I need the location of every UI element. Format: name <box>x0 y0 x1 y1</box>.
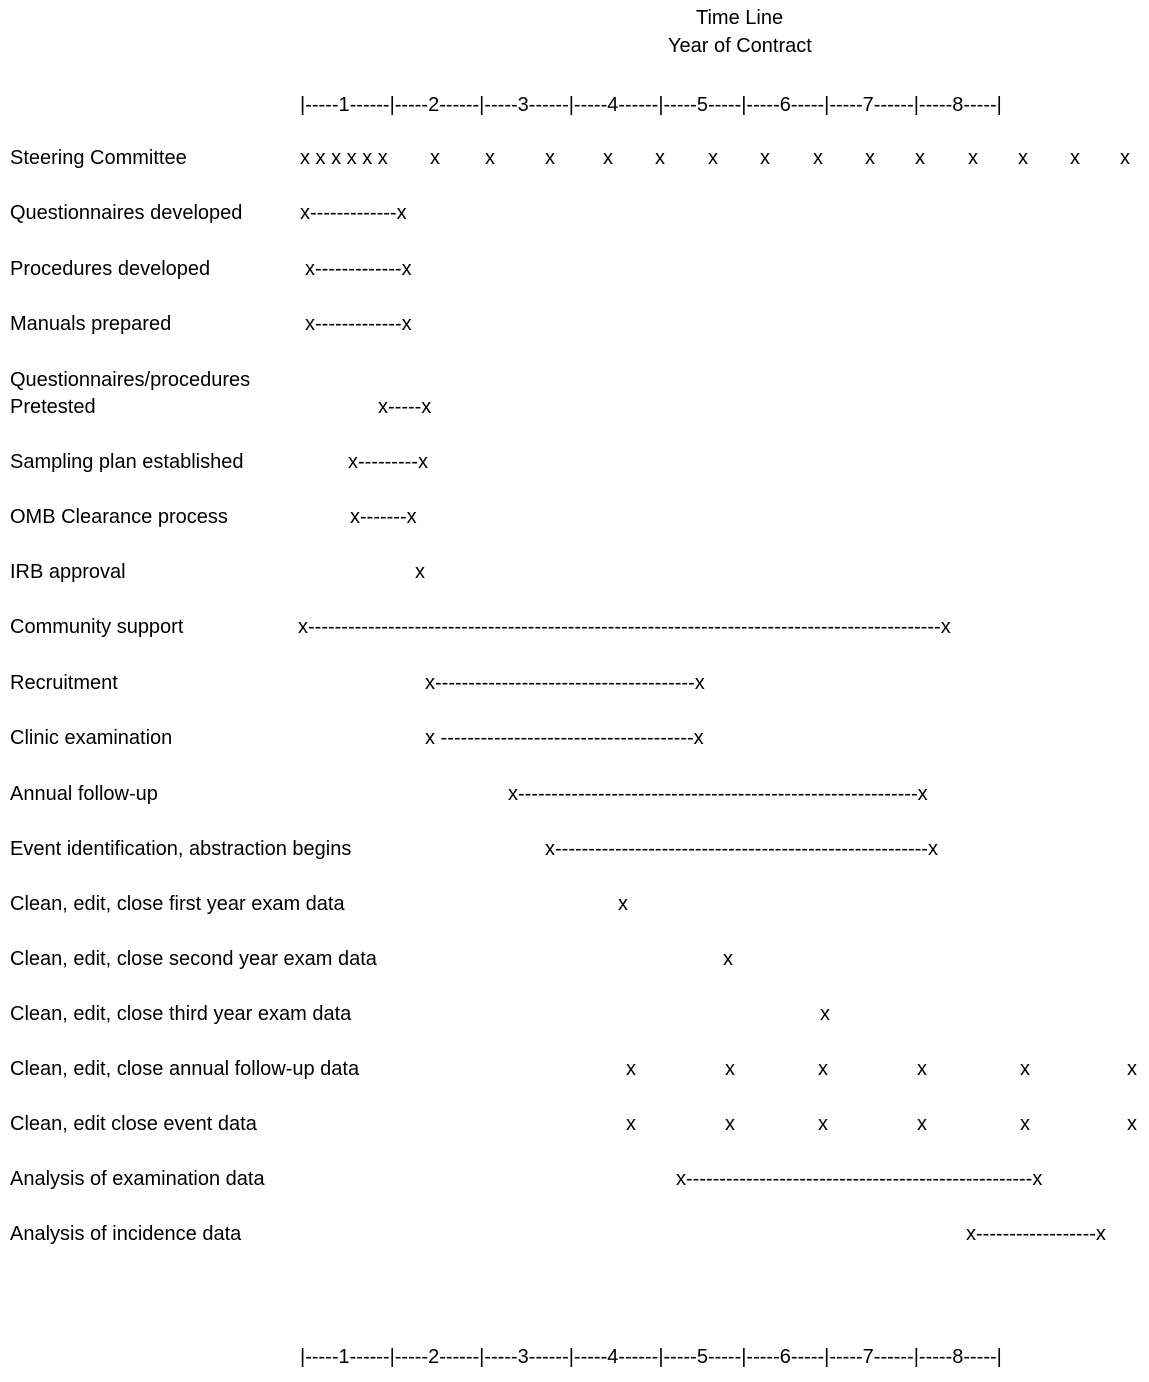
timeline-mark: x x x x x x <box>300 147 388 169</box>
row-label: Manuals prepared <box>10 313 172 335</box>
timeline-mark: x <box>626 1113 636 1135</box>
timeline-mark: x --------------------------------------… <box>425 727 704 749</box>
timeline-mark: x <box>626 1058 636 1080</box>
timeline-mark: x <box>818 1058 828 1080</box>
timeline-mark: x-------x <box>350 506 417 528</box>
timeline-mark: x <box>820 1003 830 1025</box>
row-label: Recruitment <box>10 672 118 694</box>
timeline-mark: x------------------x <box>966 1223 1106 1245</box>
timeline-mark: x <box>1018 147 1028 169</box>
timeline-mark: x <box>968 147 978 169</box>
timeline-mark: x---------------------------------------… <box>545 838 938 860</box>
timeline-mark: x <box>813 147 823 169</box>
row-label: Community support <box>10 616 184 638</box>
timeline-mark: x---------x <box>348 451 428 473</box>
row-label-continued: Pretested <box>10 396 96 418</box>
row-label: OMB Clearance process <box>10 506 228 528</box>
timeline-mark: x <box>760 147 770 169</box>
timeline-mark: x <box>865 147 875 169</box>
year-scale-bottom: |-----1------|-----2------|-----3------|… <box>300 1346 1002 1368</box>
title-line-1: Time Line <box>696 7 784 29</box>
timeline-mark: x <box>725 1058 735 1080</box>
timeline-mark: x-------------x <box>305 313 412 335</box>
timeline-mark: x-------------x <box>305 258 412 280</box>
row-label: IRB approval <box>10 561 126 583</box>
timeline-mark: x <box>1127 1058 1137 1080</box>
timeline-mark: x <box>917 1113 927 1135</box>
row-label: Analysis of examination data <box>10 1168 265 1190</box>
timeline-mark: x <box>430 147 440 169</box>
timeline-mark: x <box>723 948 733 970</box>
timeline-mark: x---------------------------------------… <box>425 672 705 694</box>
timeline-mark: x---------------------------------------… <box>676 1168 1043 1190</box>
row-label: Annual follow-up <box>10 783 158 805</box>
row-label: Clinic examination <box>10 727 173 749</box>
timeline-mark: x <box>818 1113 828 1135</box>
row-label: Analysis of incidence data <box>10 1223 242 1245</box>
timeline-mark: x <box>1127 1113 1137 1135</box>
timeline-mark: x <box>415 561 425 583</box>
timeline-mark: x <box>545 147 555 169</box>
row-label: Sampling plan established <box>10 451 244 473</box>
row-label: Event identification, abstraction begins <box>10 838 352 860</box>
row-label: Clean, edit, close annual follow-up data <box>10 1058 360 1080</box>
timeline-mark: x <box>603 147 613 169</box>
timeline-mark: x <box>618 893 628 915</box>
timeline-mark: x <box>1120 147 1130 169</box>
timeline-mark: x-----x <box>378 396 432 418</box>
row-label: Clean, edit, close third year exam data <box>10 1003 352 1025</box>
timeline-mark: x <box>1020 1058 1030 1080</box>
timeline-mark: x---------------------------------------… <box>298 616 951 638</box>
timeline-mark: x <box>917 1058 927 1080</box>
timeline-mark: x <box>1020 1113 1030 1135</box>
timeline-mark: x <box>725 1113 735 1135</box>
row-label: Procedures developed <box>10 258 211 280</box>
row-label: Steering Committee <box>10 147 187 169</box>
row-label: Clean, edit, close second year exam data <box>10 948 377 970</box>
row-label: Clean, edit close event data <box>10 1113 257 1135</box>
row-label: Questionnaires developed <box>10 202 243 224</box>
timeline-mark: x <box>915 147 925 169</box>
timeline-mark: x <box>708 147 718 169</box>
title-line-2: Year of Contract <box>668 35 812 57</box>
timeline-mark: x <box>655 147 665 169</box>
year-scale-top: |-----1------|-----2------|-----3------|… <box>300 94 1002 116</box>
timeline-mark: x <box>485 147 495 169</box>
timeline-mark: x---------------------------------------… <box>508 783 928 805</box>
timeline-mark: x-------------x <box>300 202 407 224</box>
row-label: Questionnaires/procedures <box>10 369 251 391</box>
row-label: Clean, edit, close first year exam data <box>10 893 345 915</box>
timeline-mark: x <box>1070 147 1080 169</box>
